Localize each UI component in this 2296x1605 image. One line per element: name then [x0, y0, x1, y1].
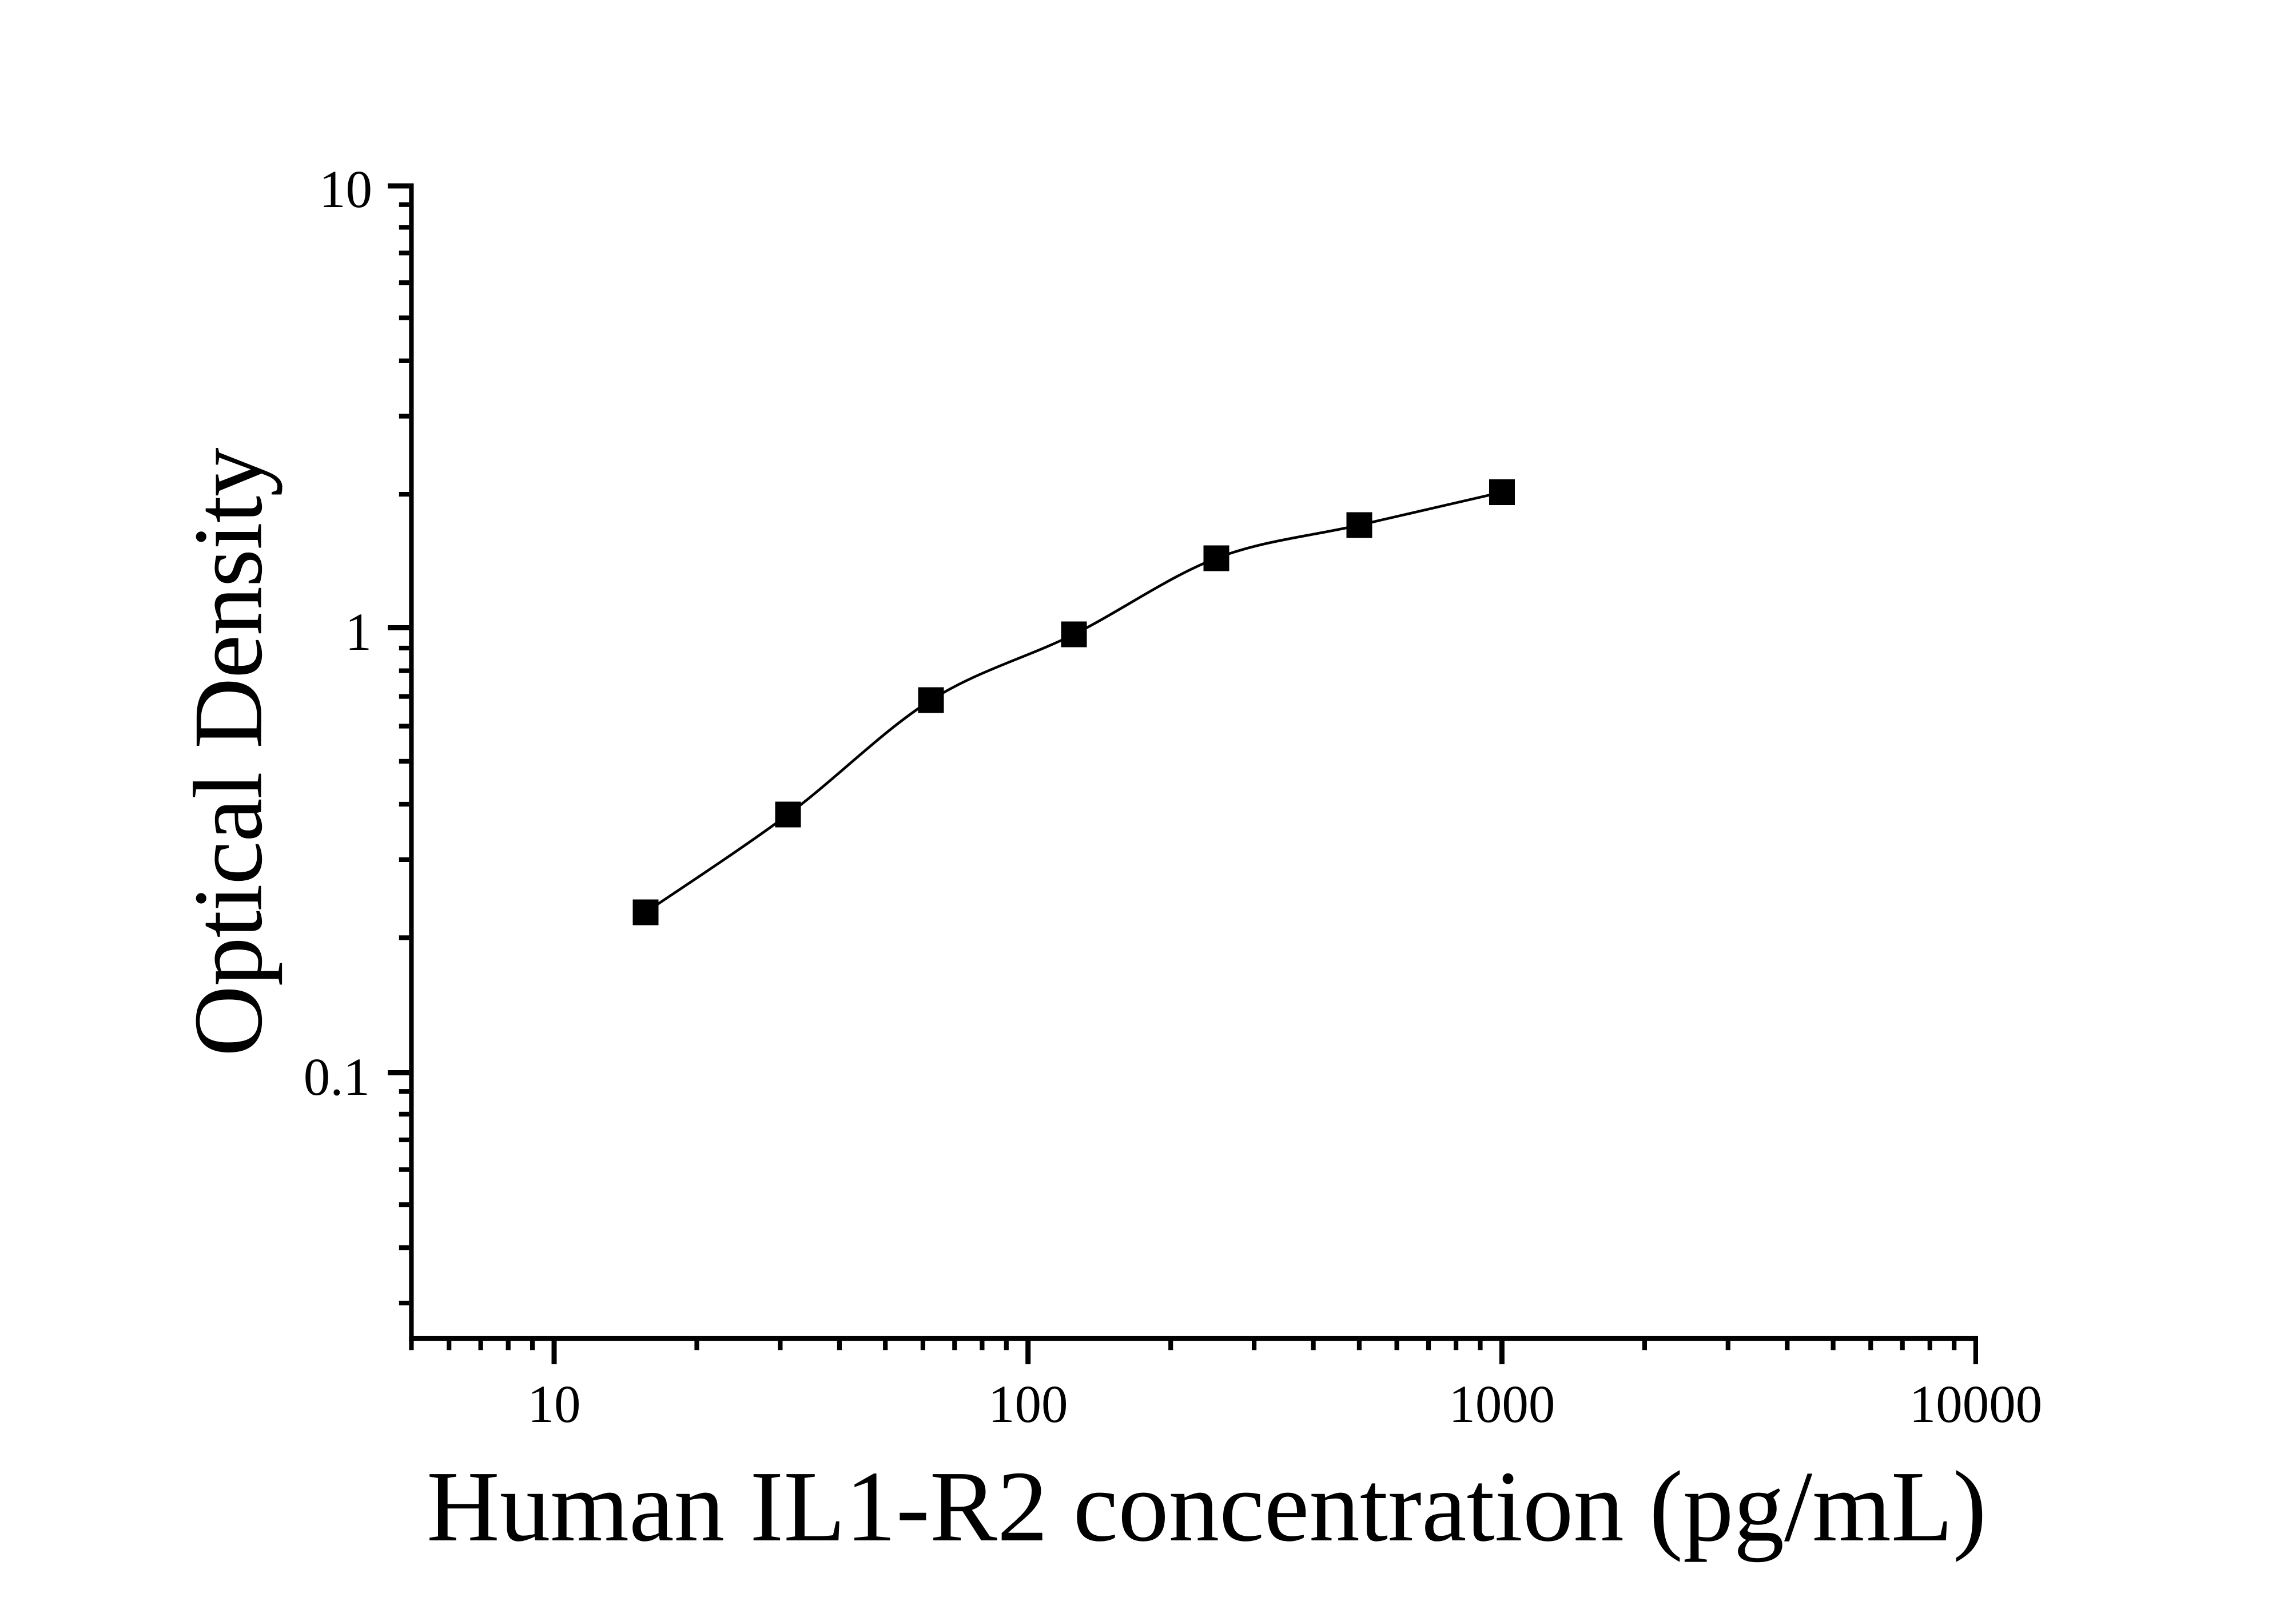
svg-text:Human IL1-R2 concentration (pg: Human IL1-R2 concentration (pg/mL) [427, 1451, 1987, 1563]
svg-text:0.1: 0.1 [304, 1048, 370, 1107]
svg-text:10: 10 [528, 1375, 581, 1434]
svg-text:10000: 10000 [1909, 1375, 2043, 1434]
svg-text:1000: 1000 [1449, 1375, 1555, 1434]
svg-text:100: 100 [988, 1375, 1068, 1434]
svg-text:Optical Density: Optical Density [174, 447, 283, 1056]
svg-text:10: 10 [319, 160, 372, 219]
svg-text:1: 1 [345, 603, 372, 662]
